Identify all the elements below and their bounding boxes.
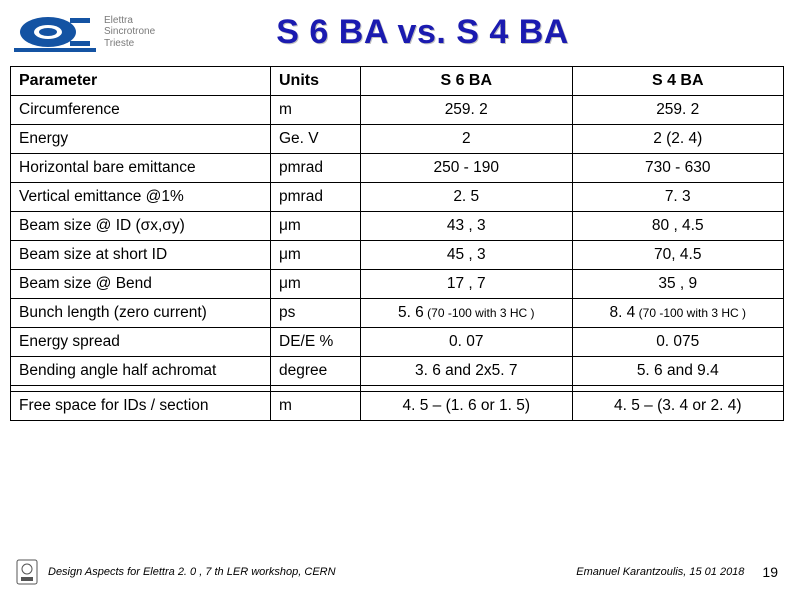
col-s4ba: S 4 BA (572, 67, 784, 96)
cell-s6ba: 2. 5 (361, 183, 573, 212)
cell-units: μm (271, 212, 361, 241)
cell-parameter: Horizontal bare emittance (11, 154, 271, 183)
footer-left: Design Aspects for Elettra 2. 0 , 7 th L… (16, 559, 336, 585)
table-header-row: Parameter Units S 6 BA S 4 BA (11, 67, 784, 96)
logo-text: Elettra Sincrotrone Trieste (104, 15, 155, 50)
comparison-table: Parameter Units S 6 BA S 4 BA Circumfere… (10, 66, 784, 421)
col-parameter: Parameter (11, 67, 271, 96)
logo-block: Elettra Sincrotrone Trieste (14, 8, 155, 56)
slide-header: Elettra Sincrotrone Trieste S 6 BA vs. S… (0, 0, 794, 60)
cell-parameter: Vertical emittance @1% (11, 183, 271, 212)
cell-units: m (271, 96, 361, 125)
table-row: Circumferencem259. 2259. 2 (11, 96, 784, 125)
logo-line-3: Trieste (104, 38, 155, 50)
footer-left-text: Design Aspects for Elettra 2. 0 , 7 th L… (48, 566, 336, 578)
cell-units: μm (271, 241, 361, 270)
cell-units: m (271, 392, 361, 421)
table-row: Bunch length (zero current)ps5. 6 (70 -1… (11, 299, 784, 328)
cell-parameter: Energy (11, 125, 271, 154)
cell-units: Ge. V (271, 125, 361, 154)
cell-s6ba: 3. 6 and 2x5. 7 (361, 357, 573, 386)
cell-s4ba: 4. 5 – (3. 4 or 2. 4) (572, 392, 784, 421)
cell-parameter: Free space for IDs / section (11, 392, 271, 421)
logo-line-2: Sincrotrone (104, 26, 155, 38)
cell-parameter: Circumference (11, 96, 271, 125)
cell-s4ba: 259. 2 (572, 96, 784, 125)
cell-units: DE/E % (271, 328, 361, 357)
cell-s4ba: 8. 4 (70 -100 with 3 HC ) (572, 299, 784, 328)
cell-s6ba: 0. 07 (361, 328, 573, 357)
cell-s4ba: 35 , 9 (572, 270, 784, 299)
cell-s4ba: 80 , 4.5 (572, 212, 784, 241)
col-s6ba: S 6 BA (361, 67, 573, 96)
cell-s4ba: 70, 4.5 (572, 241, 784, 270)
background-accent (454, 487, 794, 567)
cell-s6ba: 250 - 190 (361, 154, 573, 183)
logo-line-1: Elettra (104, 15, 155, 27)
cell-parameter: Bending angle half achromat (11, 357, 271, 386)
col-units: Units (271, 67, 361, 96)
cell-units: pmrad (271, 183, 361, 212)
table-row: EnergyGe. V22 (2. 4) (11, 125, 784, 154)
cell-s4ba: 730 - 630 (572, 154, 784, 183)
cell-s6ba: 259. 2 (361, 96, 573, 125)
table-row: Vertical emittance @1%pmrad2. 57. 3 (11, 183, 784, 212)
cell-units: μm (271, 270, 361, 299)
table-row: Beam size at short IDμm45 , 370, 4.5 (11, 241, 784, 270)
table-row: Free space for IDs / sectionm4. 5 – (1. … (11, 392, 784, 421)
slide-footer: Design Aspects for Elettra 2. 0 , 7 th L… (0, 559, 794, 585)
table-row: Beam size @ Bendμm17 , 735 , 9 (11, 270, 784, 299)
cell-parameter: Beam size @ Bend (11, 270, 271, 299)
cell-parameter: Bunch length (zero current) (11, 299, 271, 328)
cell-s4ba: 5. 6 and 9.4 (572, 357, 784, 386)
table-row: Beam size @ ID (σx,σy)μm43 , 380 , 4.5 (11, 212, 784, 241)
elettra-logo-icon (14, 8, 96, 56)
cell-s6ba: 17 , 7 (361, 270, 573, 299)
cell-parameter: Beam size @ ID (σx,σy) (11, 212, 271, 241)
cell-s6ba: 2 (361, 125, 573, 154)
cell-s6ba: 5. 6 (70 -100 with 3 HC ) (361, 299, 573, 328)
table-row: Bending angle half achromatdegree3. 6 an… (11, 357, 784, 386)
comparison-table-wrap: Parameter Units S 6 BA S 4 BA Circumfere… (0, 60, 794, 421)
table-body: Circumferencem259. 2259. 2EnergyGe. V22 … (11, 96, 784, 421)
footer-right: Emanuel Karantzoulis, 15 01 2018 19 (576, 564, 778, 580)
table-row: Energy spreadDE/E %0. 070. 075 (11, 328, 784, 357)
cell-units: pmrad (271, 154, 361, 183)
cell-parameter: Beam size at short ID (11, 241, 271, 270)
cell-s6ba: 43 , 3 (361, 212, 573, 241)
cell-s4ba: 7. 3 (572, 183, 784, 212)
cell-units: degree (271, 357, 361, 386)
cell-s4ba: 0. 075 (572, 328, 784, 357)
table-row: Horizontal bare emittancepmrad250 - 1907… (11, 154, 784, 183)
cell-s4ba: 2 (2. 4) (572, 125, 784, 154)
footer-author-date: Emanuel Karantzoulis, 15 01 2018 (576, 566, 744, 578)
slide-title: S 6 BA vs. S 4 BA (155, 13, 690, 52)
page-number: 19 (762, 564, 778, 580)
cell-s6ba: 45 , 3 (361, 241, 573, 270)
cell-units: ps (271, 299, 361, 328)
footer-badge-icon (16, 559, 38, 585)
cell-parameter: Energy spread (11, 328, 271, 357)
cell-s6ba: 4. 5 – (1. 6 or 1. 5) (361, 392, 573, 421)
